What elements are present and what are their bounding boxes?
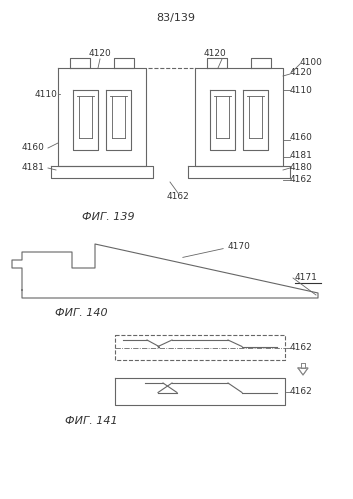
Text: 4170: 4170 (228, 242, 251, 250)
Text: 83/139: 83/139 (156, 13, 196, 23)
Polygon shape (298, 368, 308, 375)
Text: 4162: 4162 (167, 192, 189, 201)
Text: 4160: 4160 (22, 144, 45, 153)
Text: 4100: 4100 (300, 57, 323, 66)
Text: 4171: 4171 (295, 273, 318, 282)
Text: 4181: 4181 (290, 151, 313, 160)
Text: 4162: 4162 (290, 343, 313, 352)
Polygon shape (301, 363, 305, 368)
Text: 4162: 4162 (290, 176, 313, 185)
Text: 4180: 4180 (290, 164, 313, 173)
Text: 4162: 4162 (290, 387, 313, 396)
Text: ФИГ. 140: ФИГ. 140 (55, 308, 108, 318)
Text: ФИГ. 141: ФИГ. 141 (65, 416, 118, 426)
Text: 4110: 4110 (35, 89, 58, 98)
Text: 4120: 4120 (290, 67, 313, 76)
Text: 4181: 4181 (22, 164, 45, 173)
Text: 4160: 4160 (290, 134, 313, 143)
Text: ФИГ. 139: ФИГ. 139 (82, 212, 134, 222)
Text: 4110: 4110 (290, 85, 313, 94)
Text: 4120: 4120 (204, 49, 226, 58)
Text: 4120: 4120 (89, 49, 112, 58)
